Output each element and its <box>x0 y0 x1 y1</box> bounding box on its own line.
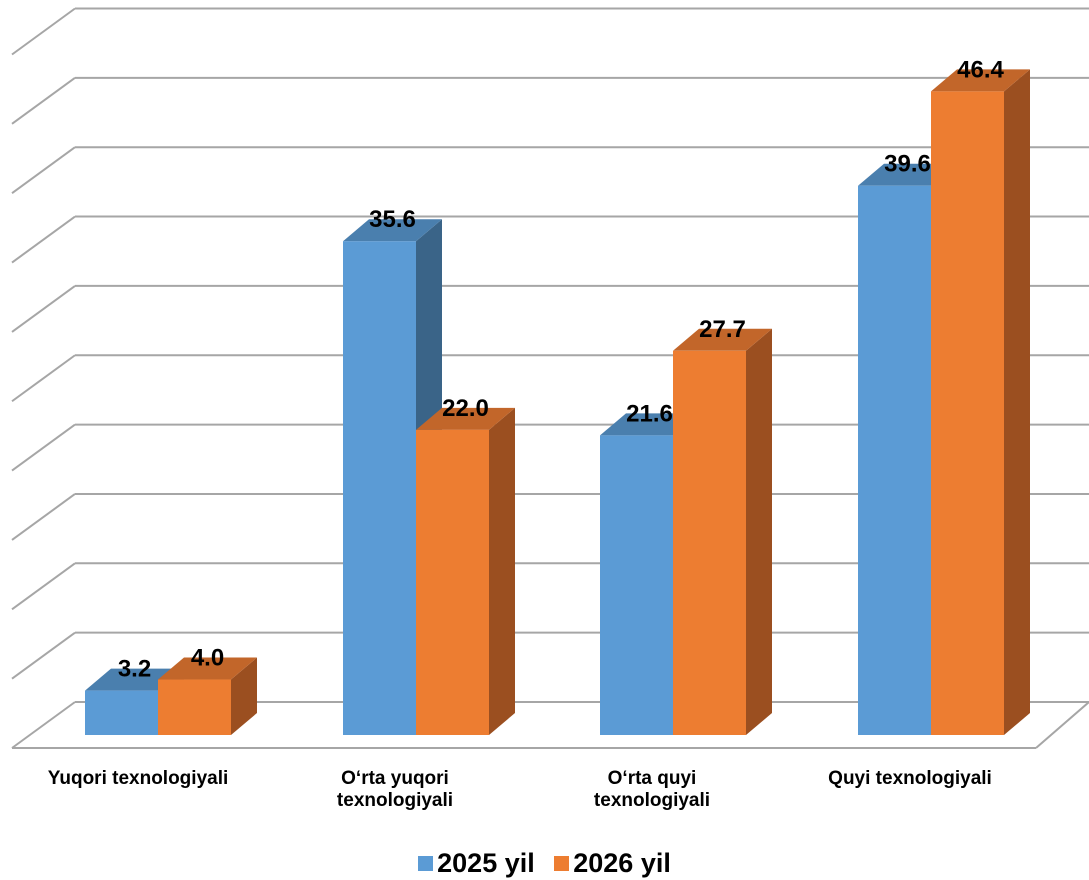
gridline-wall-9 <box>11 77 76 125</box>
floor-right-edge <box>1035 701 1089 749</box>
value-labels-layer: 3.2 4.0 35.6 22.0 21.6 27.7 39.6 46.4 <box>118 56 1005 682</box>
legend-swatch-2026 <box>554 856 570 871</box>
bar-top <box>931 69 1030 92</box>
legend-label-2025: 2025 yil <box>437 848 535 878</box>
bar-front <box>858 185 931 736</box>
bar-top <box>158 657 257 680</box>
legend-swatch-2025 <box>418 856 434 871</box>
legend-label-2026: 2026 yil <box>573 848 671 878</box>
legend-item-2026: 2026 yil <box>554 848 671 879</box>
gridline-wall-10 <box>11 7 76 56</box>
gridline-wall-7 <box>11 215 76 264</box>
data-label-2026-0: 4.0 <box>191 645 224 672</box>
gridline-wall-0 <box>11 701 76 749</box>
bar-2026-0 <box>158 657 257 735</box>
bar-side <box>231 657 257 735</box>
bar-front <box>85 690 158 735</box>
gridline-wall-8 <box>11 146 76 195</box>
category-label-0: Yuqori texnologiyali <box>47 768 229 789</box>
bar-top <box>416 407 515 430</box>
data-label-2025-0: 3.2 <box>118 656 151 683</box>
bars-layer <box>85 69 1030 736</box>
category-label-2: O‘rta quyi texnologiyali <box>593 768 711 811</box>
bar-front <box>600 435 673 735</box>
category-label-3: Quyi texnologiyali <box>828 768 992 789</box>
data-label-2025-3: 39.6 <box>884 151 931 178</box>
bar-side <box>746 328 772 735</box>
bar-2026-1 <box>416 407 515 735</box>
bar-top <box>343 219 442 242</box>
gridline-wall-5 <box>11 354 76 403</box>
bar-top <box>673 328 772 351</box>
bar-front <box>673 350 746 735</box>
data-label-2026-3: 46.4 <box>957 56 1004 83</box>
gridline-wall-3 <box>11 493 76 541</box>
category-label-1: O‘rta yuqori texnologiyali <box>336 768 454 811</box>
gridline-wall-2 <box>11 562 76 611</box>
data-label-2026-1: 22.0 <box>442 395 489 422</box>
gridline-wall-1 <box>11 631 76 680</box>
data-label-2026-2: 27.7 <box>699 316 746 343</box>
gridline-wall-6 <box>11 285 76 333</box>
bar-front <box>931 91 1004 735</box>
bar-front <box>343 241 416 735</box>
data-label-2025-1: 35.6 <box>369 206 416 233</box>
bar-front <box>416 429 489 735</box>
bar-side <box>1004 69 1030 735</box>
bar-front <box>158 679 231 735</box>
legend: 2025 yil 2026 yil <box>0 848 1089 879</box>
bar-side <box>489 407 515 735</box>
bar-2026-2 <box>673 328 772 735</box>
bar-2026-3 <box>931 69 1030 735</box>
gridline-wall-4 <box>11 423 76 472</box>
data-label-2025-2: 21.6 <box>626 400 673 427</box>
legend-item-2025: 2025 yil <box>418 848 535 879</box>
